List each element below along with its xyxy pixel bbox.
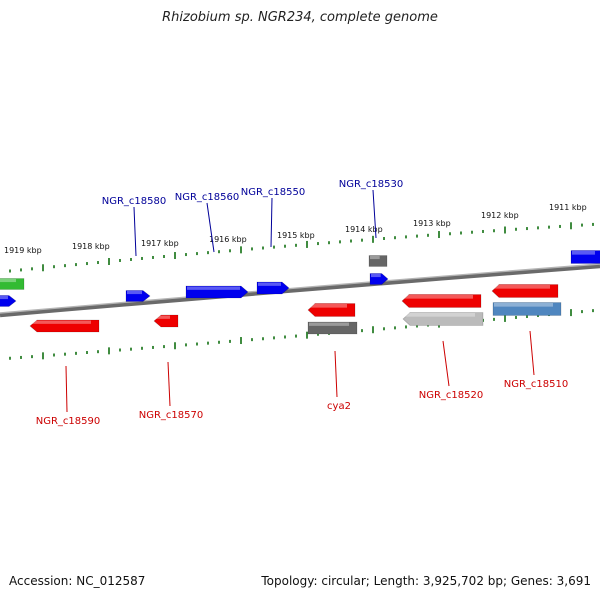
kbp-tick-label: 1914 kbp [345, 225, 383, 234]
leader-line [65, 365, 68, 413]
leader-line [206, 202, 215, 253]
gene-label-top[interactable]: NGR_c18550 [241, 187, 306, 198]
gene-ngr-c18550-highlight [258, 282, 281, 286]
gene-forward-right-highlight [572, 251, 595, 255]
gene-label-bottom[interactable]: NGR_c18510 [504, 379, 569, 390]
gene-gray-lower-highlight [309, 322, 349, 326]
gene-ngr-c18560[interactable] [185, 285, 249, 299]
leader-line [270, 197, 273, 248]
gene-lightgray-lower-highlight [404, 313, 475, 317]
kbp-tick-label: 1916 kbp [209, 235, 247, 244]
gene-ngr-c18590[interactable] [29, 319, 100, 333]
gene-label-bottom[interactable]: NGR_c18570 [139, 410, 204, 421]
gene-steelblue-lower[interactable] [492, 302, 562, 316]
kbp-tick-label: 1915 kbp [277, 231, 315, 240]
gene-lightgray-lower[interactable] [402, 312, 484, 326]
genome-backbone [0, 263, 600, 318]
gene-ngr-c18530-highlight [371, 274, 381, 278]
genome-backbone-highlight [0, 263, 600, 314]
gene-forward[interactable] [0, 295, 17, 307]
leader-line [529, 330, 535, 376]
leader-line [442, 340, 450, 387]
gene-gray-lower[interactable] [307, 321, 358, 335]
gene-forward-green-highlight [0, 279, 16, 283]
leader-line [334, 350, 338, 398]
gene-ngr-c18590-highlight [31, 320, 91, 324]
kbp-tick-label: 1911 kbp [549, 203, 587, 212]
leader-line [133, 206, 137, 257]
gene-label-bottom[interactable]: cya2 [327, 401, 351, 412]
genome-stats: Topology: circular; Length: 3,925,702 bp… [261, 574, 591, 588]
gene-ngr-c18550[interactable] [256, 281, 290, 295]
gene-ngr-c18570[interactable] [153, 314, 179, 328]
gene-label-top[interactable]: NGR_c18560 [175, 192, 240, 203]
kbp-tick-label: 1918 kbp [72, 242, 110, 251]
gene-ngr-c18580[interactable] [125, 290, 151, 302]
gene-forward-green[interactable] [0, 278, 25, 290]
leader-line [167, 361, 171, 407]
gene-label-top[interactable]: NGR_c18580 [102, 196, 167, 207]
gene-label-bottom[interactable]: NGR_c18520 [419, 390, 484, 401]
gene-steelblue-lower-highlight [494, 303, 553, 307]
gene-gray-upper[interactable] [368, 255, 388, 267]
gene-ngr-c18510-highlight [493, 285, 550, 289]
gene-label-top[interactable]: NGR_c18530 [339, 179, 404, 190]
gene-forward-highlight [0, 296, 8, 300]
gene-ngr-c18530[interactable] [369, 273, 389, 285]
kbp-tick-label: 1913 kbp [413, 219, 451, 228]
gene-ngr-c18510[interactable] [491, 284, 559, 298]
gene-label-bottom[interactable]: NGR_c18590 [36, 416, 101, 427]
kbp-tick-label: 1912 kbp [481, 211, 519, 220]
kbp-tick-label: 1919 kbp [4, 246, 42, 255]
gene-cya2-highlight [309, 304, 347, 308]
gene-gray-upper-highlight [370, 256, 380, 260]
gene-ngr-c18580-highlight [127, 291, 142, 295]
gene-ngr-c18520[interactable] [401, 294, 482, 308]
kbp-tick-label: 1917 kbp [141, 239, 179, 248]
gene-cya2[interactable] [307, 303, 356, 317]
accession-label: Accession: NC_012587 [9, 574, 146, 588]
gene-forward-right[interactable] [570, 250, 600, 264]
gene-ngr-c18520-highlight [403, 295, 473, 299]
gene-ngr-c18570-highlight [155, 315, 170, 319]
leader-line [372, 189, 377, 239]
gene-ngr-c18560-highlight [187, 286, 240, 290]
map-title: Rhizobium sp. NGR234, complete genome [162, 10, 438, 25]
